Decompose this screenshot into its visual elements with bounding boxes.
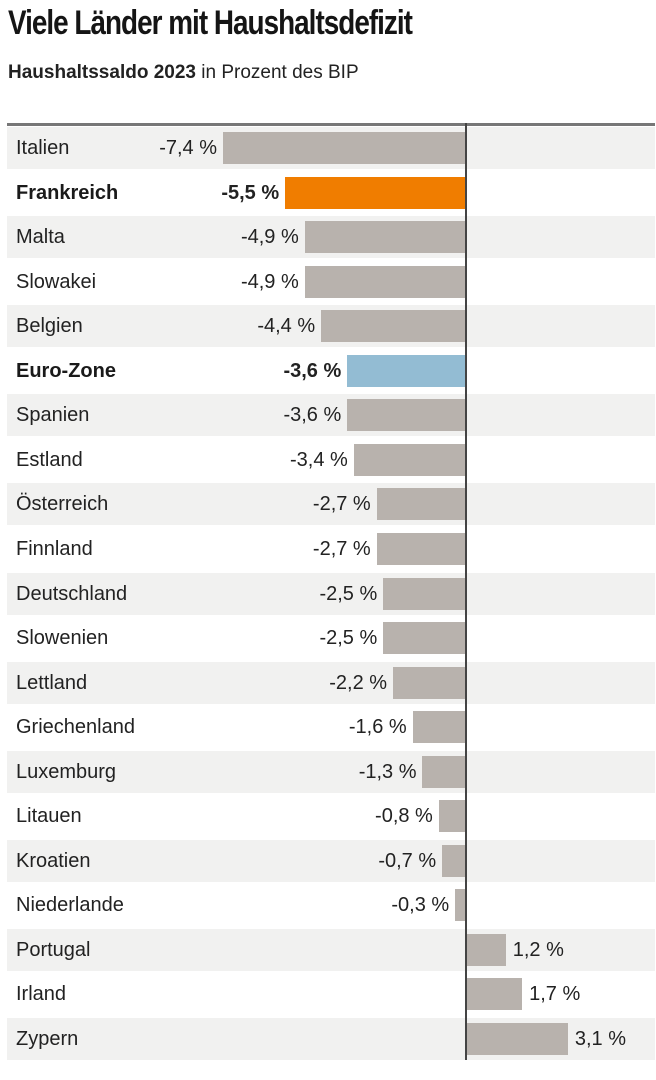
value-label: -2,5 %: [319, 582, 378, 605]
value-label: -2,5 %: [319, 627, 378, 650]
chart-row: Slowakei -4,9 %: [7, 261, 655, 303]
chart-row: Niederlande -0,3 %: [7, 884, 655, 926]
category-label: Italien: [16, 137, 70, 159]
value-label: -1,3 %: [358, 760, 417, 783]
bar: [376, 532, 465, 565]
value-label: -1,6 %: [348, 716, 407, 739]
value-label: -2,7 %: [312, 537, 371, 560]
category-label: Niederlande: [16, 894, 124, 917]
chart-row: Euro-Zone -3,6 %: [7, 350, 655, 392]
bar: [347, 399, 465, 432]
chart-row: Belgien -4,4 %: [7, 305, 655, 348]
chart-row: Deutschland -2,5 %: [7, 572, 655, 615]
value-label: 3,1 %: [574, 1028, 627, 1050]
bar: [412, 711, 465, 744]
value-label: -3,4 %: [290, 448, 348, 471]
category-label: Österreich: [16, 493, 109, 516]
category-label: Litauen: [16, 805, 82, 828]
chart-row: Irland 1,7 %: [7, 973, 655, 1015]
chart-row: Malta -4,9 %: [7, 216, 655, 259]
bar: [455, 889, 465, 922]
value-label: -0,7 %: [378, 849, 437, 872]
category-label: Finnland: [16, 537, 93, 560]
bar: [353, 443, 465, 476]
category-label: Malta: [16, 226, 65, 249]
chart-subtitle: Haushaltssaldo 2023 in Prozent des BIP: [8, 62, 359, 84]
value-label: -0,8 %: [375, 805, 433, 828]
bar: [304, 221, 465, 254]
chart-row: Kroatien -0,7 %: [7, 839, 655, 882]
category-label: Lettland: [16, 671, 88, 694]
category-label: Portugal: [16, 938, 91, 961]
bar: [442, 844, 465, 877]
category-label: Belgien: [16, 315, 83, 338]
chart-row: Zypern 3,1 %: [7, 1018, 655, 1060]
value-label: -4,4 %: [257, 315, 316, 338]
chart-row: Luxemburg -1,3 %: [7, 750, 655, 793]
chart-row: Frankreich -5,5 %: [7, 172, 655, 214]
category-label: Frankreich: [16, 181, 119, 204]
subtitle-bold: Haushaltssaldo 2023: [8, 62, 196, 83]
chart-title: Viele Länder mit Haushaltsdefizit: [8, 4, 413, 42]
bar: [466, 978, 523, 1011]
bar: [376, 488, 465, 521]
category-label: Luxemburg: [16, 760, 117, 783]
category-label: Spanien: [16, 404, 90, 427]
chart-row: Lettland -2,2 %: [7, 661, 655, 704]
category-label: Zypern: [16, 1028, 79, 1050]
bar: [466, 1023, 568, 1055]
bar: [347, 354, 465, 387]
bar: [285, 176, 465, 209]
value-label: -4,9 %: [240, 226, 299, 249]
subtitle-rest: in Prozent des BIP: [195, 62, 359, 83]
category-label: Slowakei: [16, 270, 97, 293]
chart-row: Griechenland -1,6 %: [7, 706, 655, 748]
value-label: -3,6 %: [283, 404, 342, 427]
chart-row: Spanien -3,6 %: [7, 394, 655, 437]
bar: [393, 666, 465, 699]
category-label: Deutschland: [16, 582, 128, 605]
bar: [383, 577, 465, 610]
chart-row: Finnland -2,7 %: [7, 528, 655, 570]
value-label: -2,2 %: [329, 671, 388, 694]
value-label: -5,5 %: [221, 181, 280, 204]
value-label: 1,2 %: [512, 938, 564, 961]
chart-row: Österreich -2,7 %: [7, 483, 655, 526]
bar: [321, 310, 465, 343]
category-label: Euro-Zone: [16, 359, 116, 382]
bar: [438, 800, 465, 833]
bar: [466, 933, 506, 966]
category-label: Estland: [16, 448, 83, 471]
value-label: -4,9 %: [240, 270, 299, 293]
category-label: Irland: [16, 983, 67, 1006]
bar: [383, 622, 465, 655]
category-label: Slowenien: [16, 627, 109, 650]
value-label: -7,4 %: [159, 137, 218, 159]
value-label: -0,3 %: [391, 894, 450, 917]
bar: [422, 755, 465, 788]
chart-row: Slowenien -2,5 %: [7, 617, 655, 659]
chart-row: Portugal 1,2 %: [7, 928, 655, 971]
category-label: Kroatien: [16, 849, 91, 872]
chart-row: Italien -7,4 %: [7, 127, 655, 169]
value-label: -3,6 %: [283, 359, 342, 382]
chart-row: Estland -3,4 %: [7, 439, 655, 481]
chart-row: Litauen -0,8 %: [7, 795, 655, 837]
top-rule: [7, 123, 655, 126]
value-label: -2,7 %: [312, 493, 371, 516]
bar: [304, 265, 465, 298]
zero-axis-line: [465, 123, 467, 1060]
bar-chart: Italien -7,4 % Frankreich -5,5 % Malta -4,9 %…: [7, 123, 656, 1062]
category-label: Griechenland: [16, 716, 135, 739]
bar: [223, 132, 465, 164]
value-label: 1,7 %: [529, 983, 581, 1006]
